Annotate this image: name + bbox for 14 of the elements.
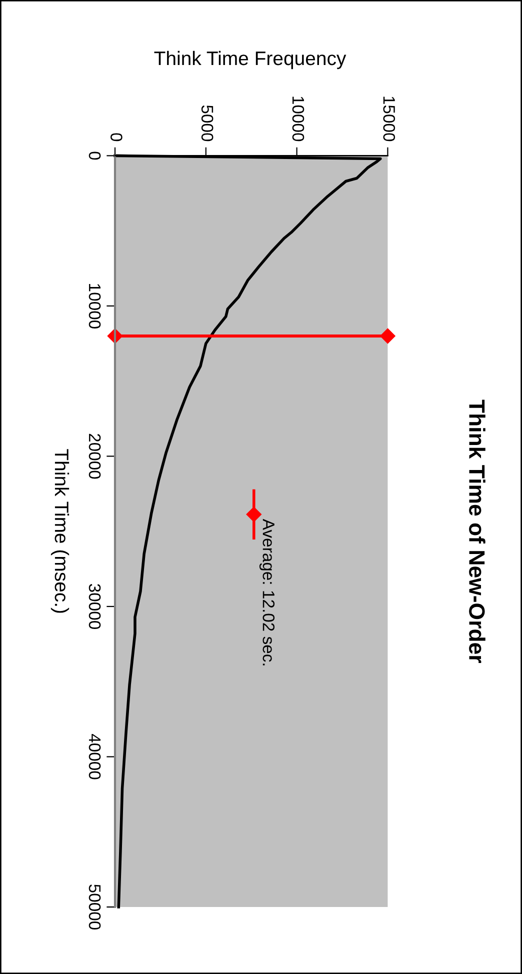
x-tick-label: 0	[110, 133, 122, 142]
legend-label: Average: 12.02 sec.	[259, 518, 275, 666]
x-axis-title: Think Time Frequency	[154, 50, 346, 70]
x-tick-label: 10000	[292, 96, 304, 142]
y-tick-label: 50000	[88, 884, 101, 930]
y-tick-label: 0	[88, 152, 101, 160]
y-axis-title: Think Time (msec.)	[50, 449, 70, 613]
text: Think Time of New-Order	[469, 400, 486, 663]
y-tick-label: 20000	[88, 434, 101, 479]
y-tick-label: 30000	[88, 584, 101, 630]
y-tick-label: 40000	[88, 734, 101, 780]
x-tick-label: 5000	[201, 105, 214, 142]
x-tick-label: 15000	[383, 96, 396, 142]
y-tick-label: 10000	[88, 284, 101, 328]
